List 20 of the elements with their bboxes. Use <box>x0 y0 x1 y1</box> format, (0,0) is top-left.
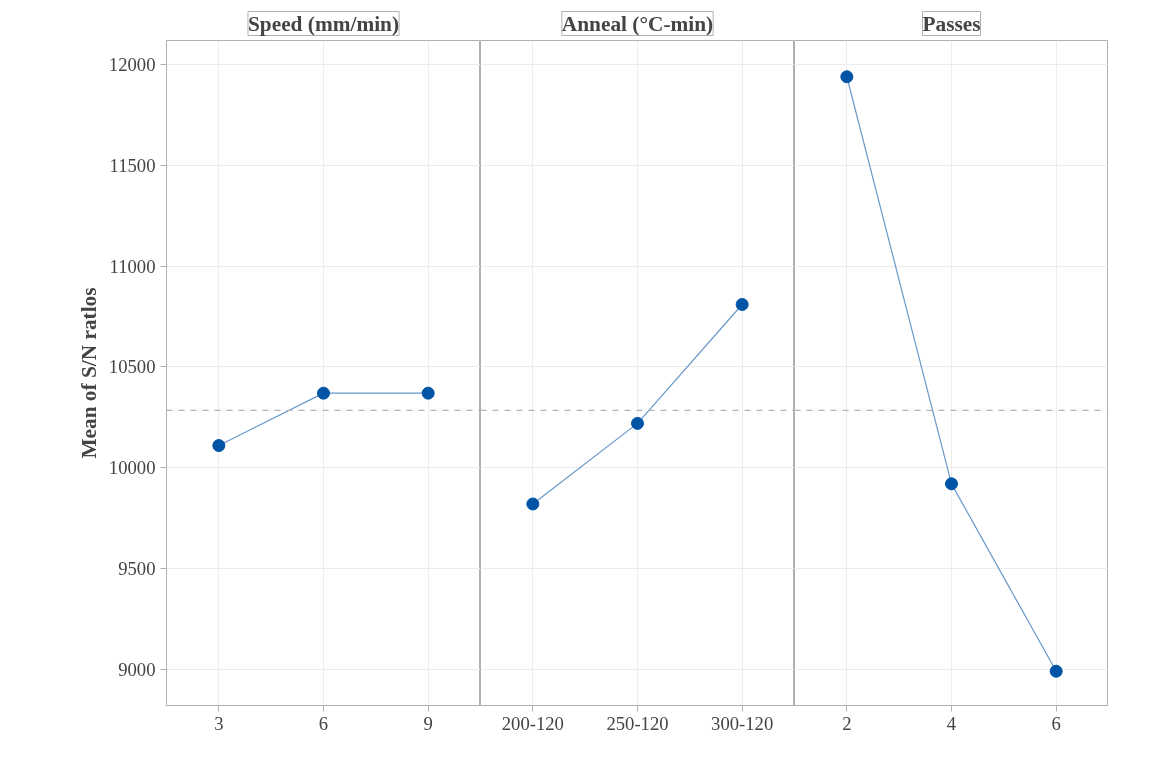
x-tick-label: 200-120 <box>501 712 564 734</box>
y-tick-label: 10000 <box>108 457 156 479</box>
y-tick-label: 10500 <box>108 356 156 378</box>
x-tick-label: 4 <box>946 712 957 734</box>
x-tick-label: 6 <box>318 712 329 734</box>
x-tick-label: 300-120 <box>711 712 774 734</box>
chart-title: Passes <box>922 11 981 36</box>
x-tick-label: 2 <box>842 712 852 734</box>
x-tick-label: 3 <box>214 712 224 734</box>
x-tick-label: 250-120 <box>606 712 669 734</box>
x-tick-label: 9 <box>423 712 433 734</box>
x-tick-label: 6 <box>1051 712 1061 734</box>
chart-title: Speed (mm/min) <box>247 11 400 36</box>
y-tick-label: 9500 <box>118 557 156 579</box>
y-tick-label: 11000 <box>109 255 156 277</box>
y-tick-label: 12000 <box>108 54 156 76</box>
y-axis-title: Mean of S/N ratlos <box>76 287 101 459</box>
chart-title: Anneal (°C-min) <box>561 11 714 36</box>
y-tick-label: 9000 <box>118 658 156 680</box>
y-tick-label: 11500 <box>109 154 156 176</box>
